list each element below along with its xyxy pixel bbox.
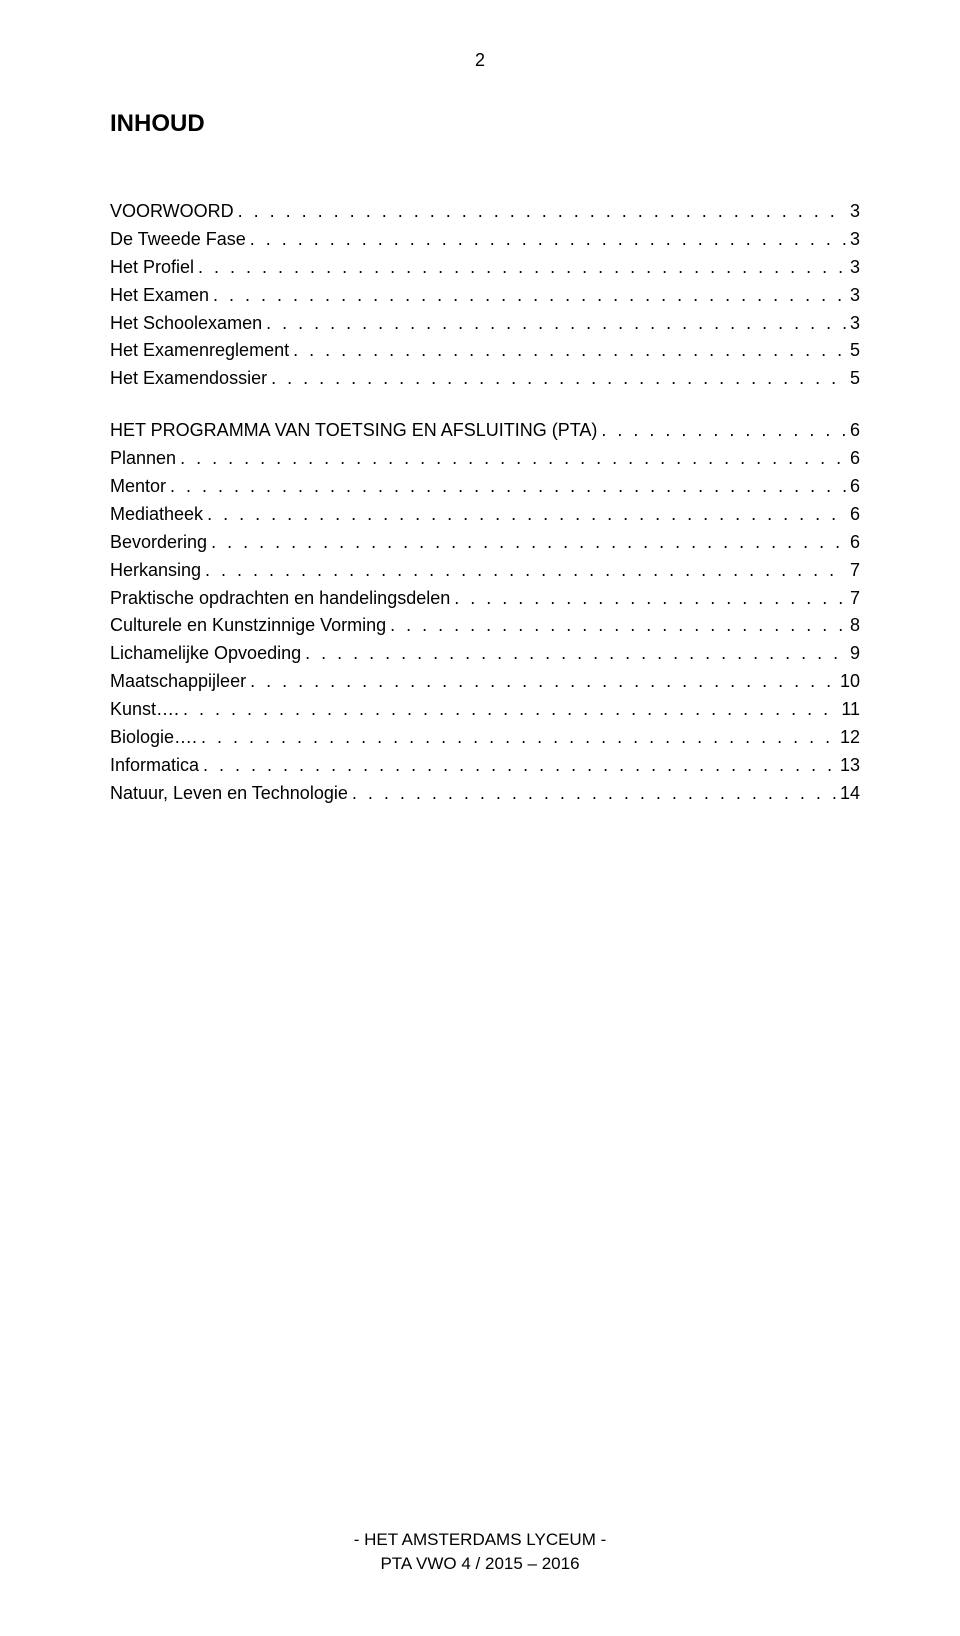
toc-entry: Mentor. . . . . . . . . . . . . . . . . … [110, 473, 860, 501]
toc-entry-page: 8 [850, 612, 860, 640]
toc-entry-label: Het Examen [110, 282, 209, 310]
toc-entry-label: Lichamelijke Opvoeding [110, 640, 301, 668]
toc-entry-page: 3 [850, 254, 860, 282]
toc-entry-page: 6 [850, 445, 860, 473]
toc-leader-dots: . . . . . . . . . . . . . . . . . . . . … [198, 254, 846, 282]
toc-leader-dots: . . . . . . . . . . . . . . . . . . . . … [305, 640, 846, 668]
toc-entry: Het Schoolexamen. . . . . . . . . . . . … [110, 310, 860, 338]
toc-leader-dots: . . . . . . . . . . . . . . . . . . . . … [250, 226, 846, 254]
toc-leader-dots: . . . . . . . . . . . . . . . . . . . . … [390, 612, 846, 640]
toc-entry-label: Plannen [110, 445, 176, 473]
toc-entry-label: Het Examendossier [110, 365, 267, 393]
toc-entry-page: 3 [850, 226, 860, 254]
toc-entry-label: Mediatheek [110, 501, 203, 529]
toc-entry-label: Het Profiel [110, 254, 194, 282]
toc-leader-dots: . . . . . . . . . . . . . . . . . . . . … [250, 668, 836, 696]
toc-entry: Maatschappijleer. . . . . . . . . . . . … [110, 668, 860, 696]
toc-entry-label: Informatica [110, 752, 199, 780]
footer-line-2: PTA VWO 4 / 2015 – 2016 [354, 1552, 607, 1576]
toc-entry-label: Natuur, Leven en Technologie [110, 780, 348, 808]
toc-entry: De Tweede Fase. . . . . . . . . . . . . … [110, 226, 860, 254]
toc-entry-page: 6 [850, 529, 860, 557]
toc-leader-dots: . . . . . . . . . . . . . . . . . . . . … [213, 282, 846, 310]
toc-leader-dots: . . . . . . . . . . . . . . . . . . . . … [601, 417, 846, 445]
toc-leader-dots: . . . . . . . . . . . . . . . . . . . . … [271, 365, 846, 393]
toc-leader-dots: . . . . . . . . . . . . . . . . . . . . … [238, 198, 846, 226]
page-footer: - HET AMSTERDAMS LYCEUM - PTA VWO 4 / 20… [354, 1528, 607, 1576]
toc-entry-page: 10 [840, 668, 860, 696]
toc-entry-label: Mentor [110, 473, 166, 501]
toc-entry: Biologie….. . . . . . . . . . . . . . . … [110, 724, 860, 752]
toc-entry: Informatica. . . . . . . . . . . . . . .… [110, 752, 860, 780]
toc-entry-page: 5 [850, 337, 860, 365]
document-title: INHOUD [110, 110, 860, 138]
table-of-contents: VOORWOORD. . . . . . . . . . . . . . . .… [110, 198, 860, 808]
toc-leader-dots: . . . . . . . . . . . . . . . . . . . . … [293, 337, 846, 365]
toc-entry-page: 6 [850, 473, 860, 501]
toc-entry-label: Culturele en Kunstzinnige Vorming [110, 612, 386, 640]
toc-entry-page: 3 [850, 282, 860, 310]
toc-entry-page: 6 [850, 417, 860, 445]
toc-entry-label: De Tweede Fase [110, 226, 246, 254]
toc-entry-label: Kunst…. [110, 696, 179, 724]
toc-entry: Het Examenreglement. . . . . . . . . . .… [110, 337, 860, 365]
footer-line-1: - HET AMSTERDAMS LYCEUM - [354, 1528, 607, 1552]
toc-leader-dots: . . . . . . . . . . . . . . . . . . . . … [205, 557, 846, 585]
toc-entry-label: HET PROGRAMMA VAN TOETSING EN AFSLUITING… [110, 417, 597, 445]
toc-leader-dots: . . . . . . . . . . . . . . . . . . . . … [201, 724, 836, 752]
toc-entry-page: 13 [840, 752, 860, 780]
toc-section-gap [110, 393, 860, 417]
toc-entry-page: 3 [850, 198, 860, 226]
toc-leader-dots: . . . . . . . . . . . . . . . . . . . . … [454, 585, 846, 613]
toc-leader-dots: . . . . . . . . . . . . . . . . . . . . … [207, 501, 846, 529]
page-number: 2 [475, 50, 485, 71]
toc-entry-page: 14 [840, 780, 860, 808]
toc-entry-page: 6 [850, 501, 860, 529]
toc-entry-label: Bevordering [110, 529, 207, 557]
toc-entry-page: 5 [850, 365, 860, 393]
toc-entry-label: Maatschappijleer [110, 668, 246, 696]
toc-entry: Het Examendossier. . . . . . . . . . . .… [110, 365, 860, 393]
toc-entry: Het Profiel. . . . . . . . . . . . . . .… [110, 254, 860, 282]
toc-entry-page: 7 [850, 557, 860, 585]
toc-leader-dots: . . . . . . . . . . . . . . . . . . . . … [170, 473, 846, 501]
toc-leader-dots: . . . . . . . . . . . . . . . . . . . . … [266, 310, 846, 338]
toc-entry-page: 9 [850, 640, 860, 668]
toc-leader-dots: . . . . . . . . . . . . . . . . . . . . … [183, 696, 837, 724]
toc-entry: Natuur, Leven en Technologie. . . . . . … [110, 780, 860, 808]
toc-entry: Kunst….. . . . . . . . . . . . . . . . .… [110, 696, 860, 724]
toc-entry: VOORWOORD. . . . . . . . . . . . . . . .… [110, 198, 860, 226]
toc-entry-page: 7 [850, 585, 860, 613]
toc-entry: Bevordering. . . . . . . . . . . . . . .… [110, 529, 860, 557]
toc-entry: Praktische opdrachten en handelingsdelen… [110, 585, 860, 613]
toc-leader-dots: . . . . . . . . . . . . . . . . . . . . … [352, 780, 836, 808]
toc-entry: Herkansing. . . . . . . . . . . . . . . … [110, 557, 860, 585]
toc-entry: Plannen. . . . . . . . . . . . . . . . .… [110, 445, 860, 473]
toc-entry-label: VOORWOORD [110, 198, 234, 226]
toc-entry-label: Biologie…. [110, 724, 197, 752]
toc-entry-label: Praktische opdrachten en handelingsdelen [110, 585, 450, 613]
toc-entry-page: 11 [841, 696, 860, 724]
toc-leader-dots: . . . . . . . . . . . . . . . . . . . . … [180, 445, 846, 473]
toc-leader-dots: . . . . . . . . . . . . . . . . . . . . … [211, 529, 846, 557]
toc-entry-page: 12 [840, 724, 860, 752]
toc-entry: Culturele en Kunstzinnige Vorming. . . .… [110, 612, 860, 640]
toc-leader-dots: . . . . . . . . . . . . . . . . . . . . … [203, 752, 836, 780]
toc-entry: Mediatheek. . . . . . . . . . . . . . . … [110, 501, 860, 529]
toc-entry: HET PROGRAMMA VAN TOETSING EN AFSLUITING… [110, 417, 860, 445]
toc-entry-label: Het Examenreglement [110, 337, 289, 365]
toc-entry: Het Examen. . . . . . . . . . . . . . . … [110, 282, 860, 310]
toc-entry: Lichamelijke Opvoeding. . . . . . . . . … [110, 640, 860, 668]
toc-entry-label: Herkansing [110, 557, 201, 585]
toc-entry-page: 3 [850, 310, 860, 338]
toc-entry-label: Het Schoolexamen [110, 310, 262, 338]
